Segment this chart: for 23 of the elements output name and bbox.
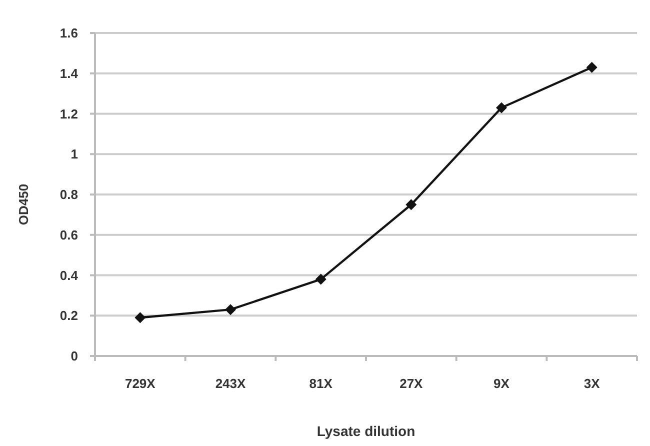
y-axis-title: OD450 bbox=[16, 184, 31, 226]
x-axis-title: Lysate dilution bbox=[316, 423, 416, 439]
x-tick-label: 729X bbox=[124, 376, 156, 391]
y-tick-label: 1.4 bbox=[60, 66, 79, 81]
x-tick-label: 27X bbox=[400, 376, 424, 391]
y-tick-label: 0.8 bbox=[60, 187, 78, 202]
point bbox=[406, 199, 417, 210]
y-tick-label: 0.6 bbox=[60, 227, 78, 242]
point bbox=[225, 304, 236, 316]
y-tick-label: 1.6 bbox=[60, 26, 78, 41]
y-tick-label: 0 bbox=[70, 348, 78, 364]
point bbox=[134, 312, 146, 324]
y-tick-label: 1 bbox=[70, 146, 78, 162]
y-tick-label: 0.2 bbox=[60, 308, 78, 324]
y-tick-label: 1.2 bbox=[60, 106, 78, 122]
point bbox=[586, 62, 598, 73]
x-tick-label: 243X bbox=[215, 376, 246, 391]
x-tick-label: 81X bbox=[309, 376, 333, 391]
x-tick-label: 3X bbox=[584, 376, 600, 391]
point bbox=[496, 102, 507, 114]
x-tick-label: 9X bbox=[494, 376, 510, 391]
point bbox=[315, 274, 326, 285]
y-tick-label: 0.4 bbox=[60, 268, 79, 283]
